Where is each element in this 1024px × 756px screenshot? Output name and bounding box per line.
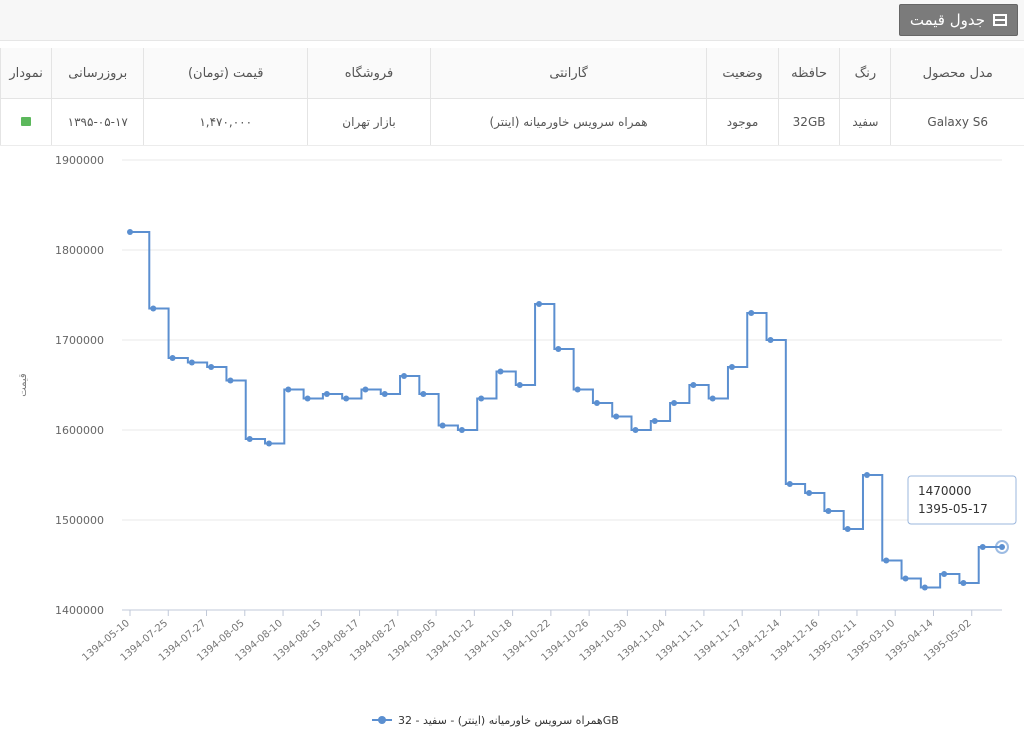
data-point[interactable] xyxy=(786,481,793,487)
data-point[interactable] xyxy=(613,413,620,420)
y-tick-label: 1700000 xyxy=(55,334,104,347)
data-point[interactable] xyxy=(401,373,408,379)
price-table: مدل محصول رنگ حافظه وضعیت گارانتی فروشگا… xyxy=(0,48,1024,146)
y-tick-label: 1500000 xyxy=(55,514,104,527)
tooltip-date: 1395-05-17 xyxy=(918,502,988,516)
legend-label[interactable]: همراه سرویس خاورمیانه (اینتر) - سفید - 3… xyxy=(398,714,619,727)
price-table-tab[interactable]: جدول قیمت xyxy=(898,4,1018,36)
y-tick-label: 1400000 xyxy=(55,604,104,617)
data-point[interactable] xyxy=(536,301,543,307)
data-point[interactable] xyxy=(127,229,133,235)
data-point[interactable] xyxy=(728,364,735,370)
col-status: وضعیت xyxy=(706,48,779,99)
data-point[interactable] xyxy=(555,346,562,352)
data-point[interactable] xyxy=(169,355,176,361)
data-point[interactable] xyxy=(767,337,774,343)
data-point[interactable] xyxy=(246,436,253,442)
data-point[interactable] xyxy=(709,395,716,402)
tooltip-box xyxy=(907,475,1017,525)
cell-updated: ۱۳۹۵-۰۵-۱۷ xyxy=(51,98,144,146)
data-point[interactable] xyxy=(902,575,909,582)
data-point[interactable] xyxy=(497,368,504,375)
series-line xyxy=(130,231,1002,589)
col-chart: نمودار xyxy=(0,48,52,99)
price-history-chart: 1400000 1500000 1600000 1700000 1800000 19000… xyxy=(18,154,1017,727)
cell-memory: 32GB xyxy=(777,98,840,146)
data-point[interactable] xyxy=(979,544,986,550)
data-point[interactable] xyxy=(362,386,369,393)
data-point[interactable] xyxy=(921,584,928,591)
data-point[interactable] xyxy=(458,427,465,433)
data-point[interactable] xyxy=(651,418,658,424)
data-point[interactable] xyxy=(323,391,330,397)
cell-status: موجود xyxy=(706,98,779,146)
y-tick-label: 1900000 xyxy=(55,154,104,167)
data-point[interactable] xyxy=(593,400,600,406)
y-axis-label: قیمت xyxy=(18,373,29,397)
data-point[interactable] xyxy=(188,359,195,366)
data-point[interactable] xyxy=(227,377,234,384)
cell-warranty: همراه سرویس خاورمیانه (اینتر) xyxy=(429,98,707,146)
price-table-title: جدول قیمت xyxy=(909,11,985,29)
data-point[interactable] xyxy=(150,305,157,312)
col-warranty: گارانتی xyxy=(429,48,707,99)
y-tick-label: 1600000 xyxy=(55,424,104,437)
data-point[interactable] xyxy=(304,395,311,402)
data-point[interactable] xyxy=(420,391,427,397)
data-point[interactable] xyxy=(806,490,813,496)
data-point[interactable] xyxy=(478,395,485,402)
col-color: رنگ xyxy=(839,48,891,99)
data-point[interactable] xyxy=(266,440,273,447)
data-point[interactable] xyxy=(844,526,851,532)
data-point[interactable] xyxy=(439,422,446,429)
data-point[interactable] xyxy=(381,391,388,397)
data-point[interactable] xyxy=(343,395,350,402)
cell-store: بازار تهران xyxy=(307,98,431,146)
data-point[interactable] xyxy=(960,580,967,586)
cell-color: سفید xyxy=(839,98,891,146)
data-point[interactable] xyxy=(632,427,639,433)
data-point[interactable] xyxy=(690,382,697,388)
col-model: مدل محصول xyxy=(890,48,1024,99)
data-point[interactable] xyxy=(671,400,678,406)
chart-icon[interactable] xyxy=(21,117,32,126)
data-point[interactable] xyxy=(516,382,523,388)
cell-model: Galaxy S6 xyxy=(890,98,1024,146)
tooltip-value: 1470000 xyxy=(918,484,971,498)
data-point[interactable] xyxy=(285,386,292,393)
data-point[interactable] xyxy=(999,544,1005,550)
data-point[interactable] xyxy=(941,571,948,577)
cell-chart xyxy=(0,98,52,146)
table-header-row: مدل محصول رنگ حافظه وضعیت گارانتی فروشگا… xyxy=(0,48,1024,99)
data-point[interactable] xyxy=(883,557,890,564)
col-price: قیمت (تومان) xyxy=(143,48,308,99)
data-point[interactable] xyxy=(825,508,832,514)
col-memory: حافظه xyxy=(777,48,840,99)
panel-header: جدول قیمت xyxy=(0,0,1024,41)
y-tick-label: 1800000 xyxy=(55,244,104,257)
data-point[interactable] xyxy=(208,364,215,370)
highlighted-point[interactable] xyxy=(995,540,1009,554)
col-store: فروشگاه xyxy=(307,48,431,99)
col-updated: بروزرسانی xyxy=(51,48,144,99)
data-point[interactable] xyxy=(574,386,581,393)
cell-price: ۱,۴۷۰,۰۰۰ xyxy=(143,98,308,146)
data-point[interactable] xyxy=(863,472,870,478)
table-row: Galaxy S6 سفید 32GB موجود همراه سرویس خا… xyxy=(0,98,1024,146)
table-icon xyxy=(993,14,1007,26)
data-point[interactable] xyxy=(748,310,755,316)
legend-marker xyxy=(378,716,386,724)
